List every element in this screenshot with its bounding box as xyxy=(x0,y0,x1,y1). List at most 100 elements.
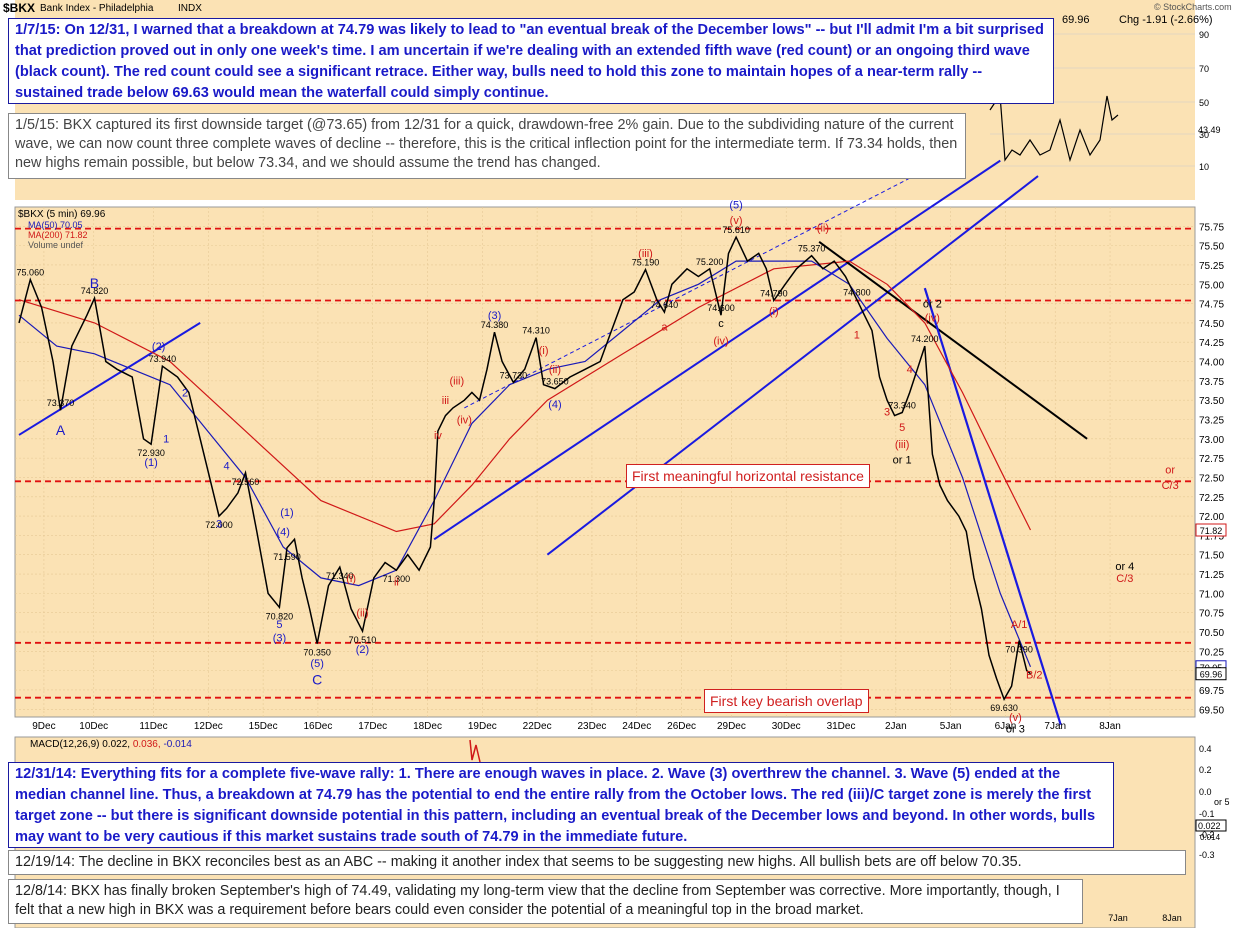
channel-line xyxy=(433,159,1001,541)
right-price-tags: 71.8270.0569.96 xyxy=(1195,523,1227,681)
x-tick-label: 23Dec xyxy=(577,721,606,732)
note-2014-12-08: 12/8/14: BKX has finally broken Septembe… xyxy=(8,879,1083,924)
x-tick-label: 5Jan xyxy=(940,721,962,732)
wave-label: (4) xyxy=(276,526,289,538)
top-tick-label: 70 xyxy=(1199,64,1209,74)
price-point-label: 74.790 xyxy=(760,289,788,299)
x-tick-label: 12Dec xyxy=(194,721,223,732)
channel-lines xyxy=(18,159,1088,726)
price-point-label: 73.650 xyxy=(541,377,569,387)
downtrend-line xyxy=(818,240,1088,440)
x-tick-label: 10Dec xyxy=(79,721,108,732)
price-point-label: 74.800 xyxy=(843,288,871,298)
stockcharts-credit: © StockCharts.com xyxy=(1154,2,1232,12)
x-tick-label: 2Jan xyxy=(885,721,907,732)
wave-label: C xyxy=(312,672,322,688)
price-point-label: 72.930 xyxy=(137,448,165,458)
price-point-label: 70.510 xyxy=(349,635,377,645)
note-2015-01-05: 1/5/15: BKX captured its first downside … xyxy=(8,113,966,179)
y-tick-label: 73.25 xyxy=(1199,416,1224,427)
macd-tick-label: -0.3 xyxy=(1199,850,1215,860)
x-tick-label: 30Dec xyxy=(772,721,801,732)
wave-label: 1 xyxy=(854,329,860,341)
x-tick-label: 18Dec xyxy=(413,721,442,732)
wave-label: 5 xyxy=(276,619,282,631)
top-tick-label: 30 xyxy=(1199,130,1209,140)
wave-label: B xyxy=(90,275,99,291)
wave-label: (iii) xyxy=(895,439,910,451)
wave-label: 2 xyxy=(182,387,188,399)
price-point-label: 73.370 xyxy=(47,398,75,408)
macd-tag-box xyxy=(1195,819,1227,832)
y-tick-label: 72.50 xyxy=(1199,473,1224,484)
x-axis: 9Dec 10Dec 11Dec 12Dec 15Dec 16Dec 17Dec 18Dec 1… xyxy=(32,721,1121,732)
y-tick-label: 72.00 xyxy=(1199,512,1224,523)
price-tag-box xyxy=(1195,523,1227,537)
y-tick-label: 72.75 xyxy=(1199,454,1224,465)
wave-label: (i) xyxy=(539,345,549,357)
wave-label: ii xyxy=(394,577,399,589)
y-tick-label: 71.50 xyxy=(1199,551,1224,562)
price-point-label: 74.200 xyxy=(911,334,939,344)
x-tick-label: 11Dec xyxy=(139,721,167,732)
price-tag-box xyxy=(1195,667,1227,681)
wave-label: 1 xyxy=(163,434,169,446)
wave-label: A/1 xyxy=(1011,619,1028,631)
wave-label: (iv) xyxy=(713,336,728,348)
price-point-label: 75.190 xyxy=(632,258,660,268)
y-tick-label: 70.50 xyxy=(1199,628,1224,639)
y-tick-label: 74.50 xyxy=(1199,319,1224,330)
price-point-label: 73.940 xyxy=(149,354,177,364)
y-tick-label: 74.00 xyxy=(1199,358,1224,369)
legend-macd-v2: 0.036, xyxy=(132,739,161,750)
macd-panel: 0.4 0.2 0.0 -0.1 -0.2 -0.3 0.022 0.014 or 5 7Jan 8… xyxy=(469,739,1230,923)
wave-label: (5) xyxy=(310,658,323,670)
ma200-line xyxy=(18,260,1032,533)
top-tick-label: 50 xyxy=(1199,98,1209,108)
price-point-labels: 75.060 74.820 73.370 73.940 72.930 72.560 72.0… xyxy=(17,225,1033,713)
legend-macd-v1: 0.022, xyxy=(102,739,131,750)
wave-label: iv xyxy=(434,430,442,442)
wave-label: (ii) xyxy=(356,608,368,620)
legend-ma200: MA(200) 71.82 xyxy=(28,230,88,240)
wave-label: (4) xyxy=(548,399,561,411)
macd-tick-label: -0.2 xyxy=(1199,830,1215,840)
x-tick-label: 24Dec xyxy=(622,721,651,732)
wave-label: (1) xyxy=(280,507,293,519)
wave-label: or 1 xyxy=(893,455,912,467)
note-2014-12-31: 12/31/14: Everything fits for a complete… xyxy=(8,762,1114,848)
x-tick-label: 7Jan xyxy=(1044,721,1066,732)
x-tick-label: 15Dec xyxy=(249,721,278,732)
y-tick-label: 74.75 xyxy=(1199,300,1224,311)
price-tag-text: 71.82 xyxy=(1200,526,1223,536)
channel-line xyxy=(18,322,201,436)
channel-line xyxy=(546,175,1039,556)
y-tick-label: 74.25 xyxy=(1199,338,1224,349)
x-tick-label: 16Dec xyxy=(303,721,332,732)
y-tick-label: 75.25 xyxy=(1199,261,1224,272)
wave-label: C/3 xyxy=(1116,573,1133,585)
y-tick-label: 75.00 xyxy=(1199,280,1224,291)
note-2015-01-07: 1/7/15: On 12/31, I warned that a breakd… xyxy=(8,18,1054,104)
wave-label: (2) xyxy=(152,341,165,353)
y-tick-label: 70.25 xyxy=(1199,647,1224,658)
macd-x-label: 8Jan xyxy=(1162,913,1182,923)
wave-label: 3 xyxy=(884,407,890,419)
y-axis: 75.75 75.50 75.25 75.00 74.75 74.50 74.25 74.00… xyxy=(1199,222,1224,716)
x-tick-label: 26Dec xyxy=(667,721,696,732)
price-point-label: 72.000 xyxy=(205,520,233,530)
price-point-label: 74.380 xyxy=(481,320,509,330)
falling-wedge-line xyxy=(923,287,1062,726)
macd-spike xyxy=(469,739,481,763)
legend-ma50: MA(50) 70.05 xyxy=(28,220,83,230)
y-tick-label: 71.75 xyxy=(1199,531,1224,542)
channel-line xyxy=(464,160,944,409)
wave-label: (iii) xyxy=(449,376,464,388)
wave-label: (iv) xyxy=(457,414,472,426)
price-point-label: 73.730 xyxy=(500,370,528,380)
change: Chg -1.91 (-2.66%) xyxy=(1119,14,1213,26)
ma50-line xyxy=(18,260,1032,668)
y-tick-label: 75.75 xyxy=(1199,222,1224,233)
x-tick-label: 22Dec xyxy=(523,721,552,732)
x-tick-label: 6Jan xyxy=(995,721,1017,732)
